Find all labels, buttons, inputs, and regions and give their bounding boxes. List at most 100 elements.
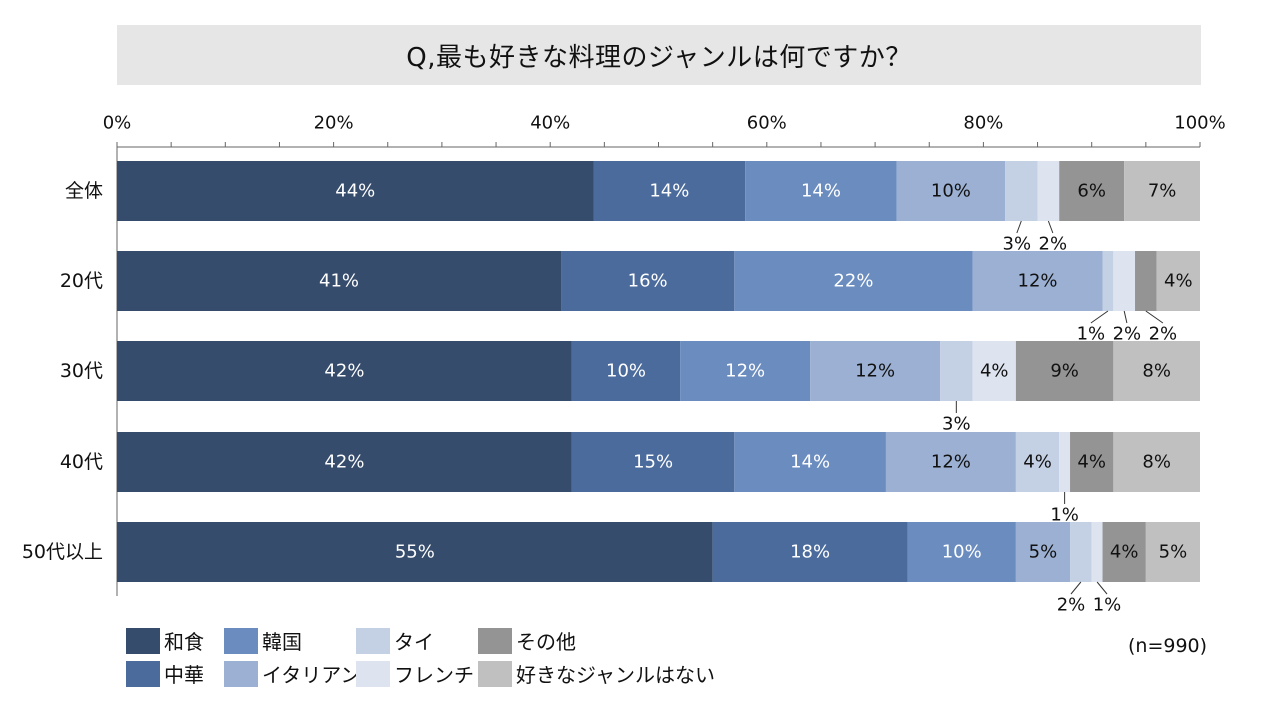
data-label: 9% (1050, 361, 1079, 382)
data-label: 55% (395, 542, 435, 563)
bar-segment (1015, 432, 1060, 492)
data-label: 18% (790, 542, 830, 563)
legend-label: 中華 (164, 663, 204, 687)
data-label: 2% (1057, 595, 1086, 616)
data-label: 1% (1050, 505, 1079, 526)
x-tick-label: 60% (747, 113, 787, 134)
legend-swatch (356, 660, 390, 687)
bar-segment (117, 161, 594, 221)
bar-segment (1156, 251, 1200, 311)
data-label: 44% (335, 181, 375, 202)
bar-segment (1113, 341, 1200, 401)
bar-segment (571, 341, 681, 401)
data-label: 12% (855, 361, 895, 382)
bar-segment (117, 522, 713, 582)
bar-segment (885, 432, 1016, 492)
category-label: 30代 (60, 360, 103, 382)
bar-segment (810, 341, 941, 401)
bar-segment (745, 161, 897, 221)
data-label-leader (1047, 220, 1054, 234)
data-label: 2% (1113, 324, 1142, 345)
chart-title: Q,最も好きな料理のジャンルは何ですか？ (406, 42, 912, 73)
bar-segment (1102, 522, 1146, 582)
data-label: 5% (1029, 542, 1058, 563)
data-label: 4% (1110, 542, 1139, 563)
bar-segment (1059, 432, 1071, 492)
category-label: 40代 (60, 451, 103, 473)
x-tick-label: 80% (963, 113, 1003, 134)
data-label: 10% (931, 181, 971, 202)
data-label: 1% (1093, 595, 1122, 616)
category-label: 20代 (60, 270, 103, 292)
chart-title-box: Q,最も好きな料理のジャンルは何ですか？ (117, 25, 1201, 85)
bar-segment (593, 161, 746, 221)
legend-swatch (478, 627, 512, 654)
bar-segment (1015, 341, 1114, 401)
data-label: 8% (1142, 361, 1171, 382)
legend-swatch (478, 660, 512, 687)
data-label: 7% (1148, 181, 1177, 202)
bar-segment (972, 251, 1103, 311)
legend-label: その他 (516, 630, 576, 654)
data-label: 14% (790, 452, 830, 473)
data-label: 4% (980, 361, 1009, 382)
data-label: 16% (628, 271, 668, 292)
bar-segment (1070, 522, 1092, 582)
bar-segment (1037, 161, 1060, 221)
data-label: 12% (725, 361, 765, 382)
legend-item: その他 (478, 624, 708, 657)
data-label-leader (1070, 581, 1082, 595)
data-label-leader (1096, 581, 1108, 595)
bar-segment (734, 432, 886, 492)
data-label: 5% (1159, 542, 1188, 563)
data-label: 1% (1077, 324, 1106, 345)
legend-swatch (126, 660, 160, 687)
data-label: 4% (1164, 271, 1193, 292)
data-label: 14% (649, 181, 689, 202)
x-tick-label: 0% (103, 113, 132, 134)
data-label-leader (1090, 310, 1109, 324)
data-label: 14% (801, 181, 841, 202)
legend-label: 好きなジャンルはない (516, 663, 715, 687)
x-tick-label: 20% (314, 113, 354, 134)
data-label-leader (1016, 220, 1022, 234)
legend-item: 韓国 (224, 624, 356, 657)
data-label: 2% (1149, 324, 1178, 345)
legend-swatch (224, 627, 258, 654)
data-label-leader (1145, 310, 1164, 324)
legend-item: 中華 (126, 657, 224, 690)
bar-segment (1135, 251, 1157, 311)
data-label: 2% (1039, 234, 1068, 255)
bar-segment (1091, 522, 1103, 582)
bar-segment (712, 522, 908, 582)
legend-label: タイ (394, 630, 434, 654)
legend-label: フレンチ (394, 663, 474, 687)
bar-segment (117, 341, 572, 401)
category-label: 全体 (65, 180, 103, 202)
bar-segment (896, 161, 1006, 221)
bar-segment (117, 432, 572, 492)
bar-segment (734, 251, 973, 311)
bar-segment (1070, 432, 1114, 492)
data-label: 22% (833, 271, 873, 292)
legend: 和食 韓国 タイ その他 中華 イタリアン フレンチ 好きなジャンルはない (126, 624, 715, 690)
x-tick-label: 40% (530, 113, 570, 134)
bar-segment (1113, 432, 1200, 492)
sample-size-note: (n=990) (1128, 635, 1208, 657)
bar-segment (1145, 522, 1200, 582)
bar-segment (1113, 251, 1136, 311)
category-label: 50代以上 (22, 541, 103, 563)
bar-segment (1015, 522, 1071, 582)
data-label: 3% (1003, 234, 1032, 255)
bar-segment (972, 341, 1016, 401)
bar-segment (1102, 251, 1114, 311)
legend-swatch (126, 627, 160, 654)
legend-item: イタリアン (224, 657, 360, 690)
data-label: 42% (324, 452, 364, 473)
bar-segment (117, 251, 562, 311)
legend-swatch (224, 660, 258, 687)
bar-segment (1059, 161, 1125, 221)
bar-segment (1124, 161, 1200, 221)
data-label: 15% (633, 452, 673, 473)
